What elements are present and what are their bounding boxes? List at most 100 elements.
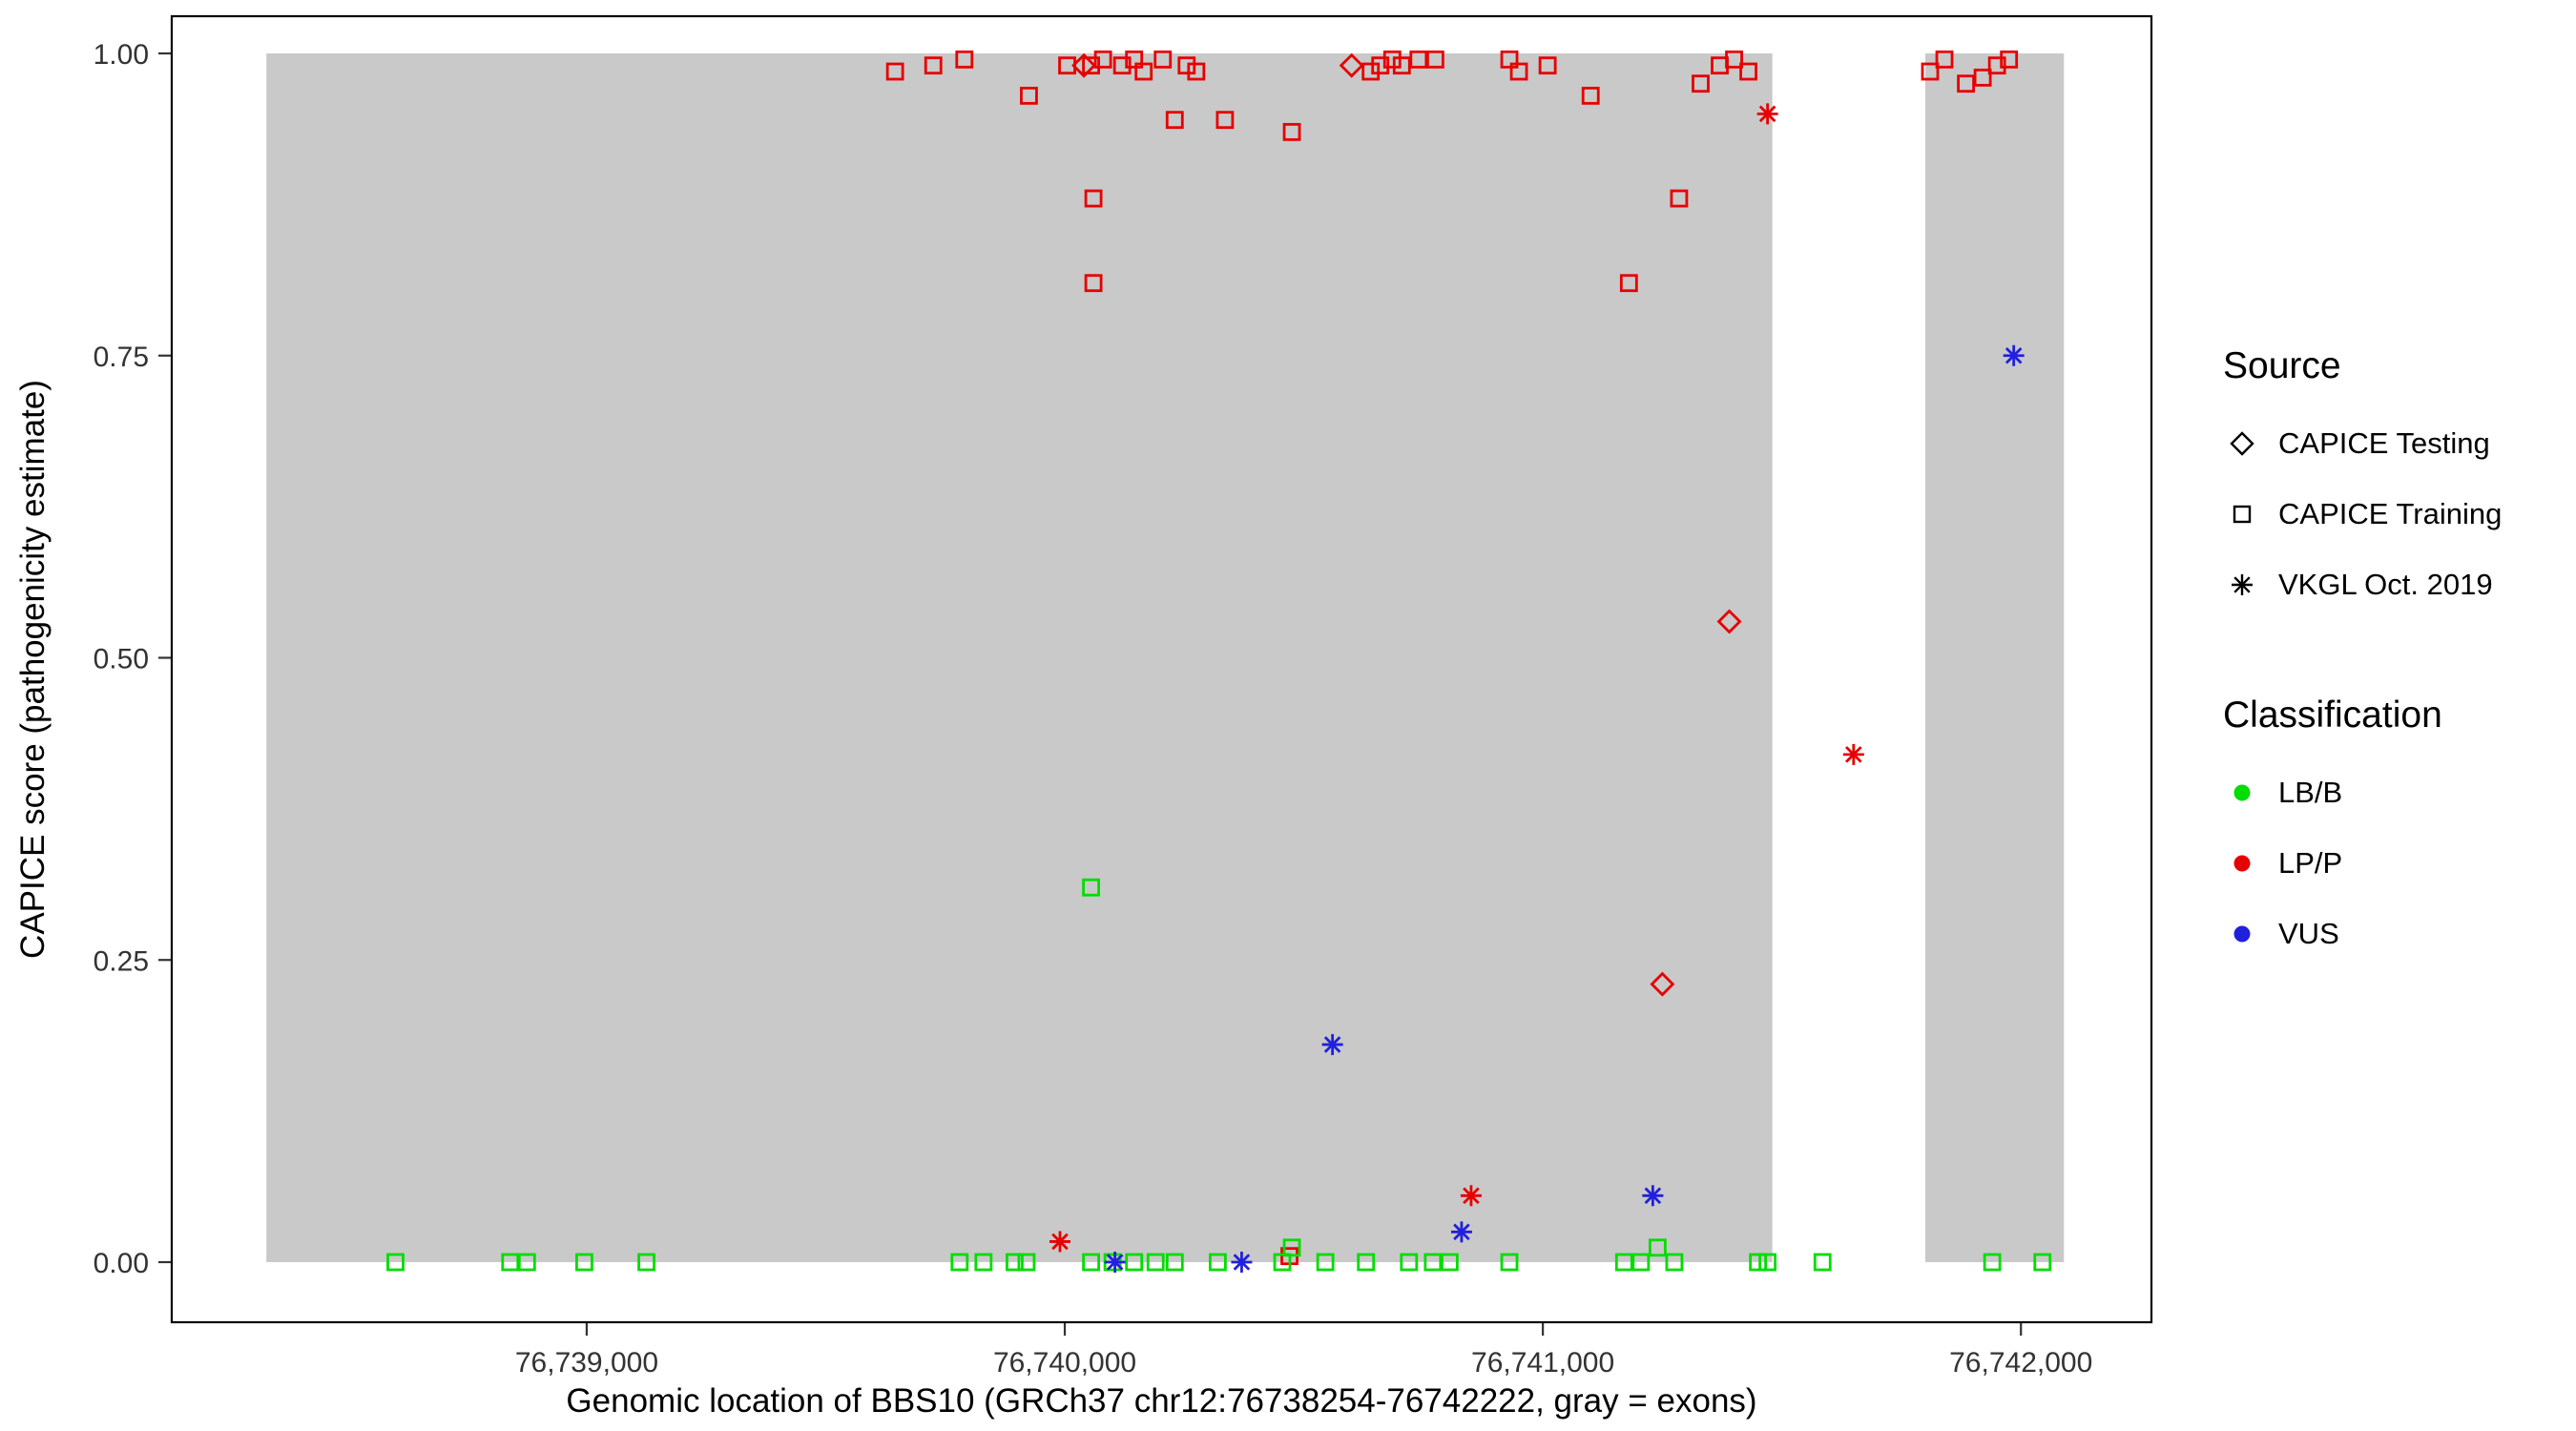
exon-region [266, 53, 1773, 1262]
data-point-square [1017, 1253, 1036, 1272]
data-point-square [1125, 50, 1144, 69]
data-point-square [1758, 1253, 1777, 1272]
data-point-asterisk [1842, 743, 1864, 765]
data-point-square [1273, 1253, 1292, 1272]
legend-item-capice-testing: CAPICE Testing [2223, 408, 2574, 479]
y-tick-label: 1.00 [93, 39, 149, 71]
data-point-square [1538, 56, 1557, 75]
data-point-square [1614, 1253, 1633, 1272]
legend: Source CAPICE Testing CAPICE Training [2223, 345, 2574, 969]
green-dot-icon [2233, 784, 2251, 801]
data-point-square [1282, 122, 1301, 141]
data-point-square [1670, 189, 1689, 208]
data-point-square [1392, 56, 1411, 75]
data-point-square [1409, 50, 1428, 69]
data-point-square [1749, 1253, 1768, 1272]
data-point-square [2033, 1253, 2052, 1272]
data-point-square [1423, 1253, 1443, 1272]
data-point-square [1921, 62, 1940, 81]
data-point-square [1177, 56, 1196, 75]
data-point-asterisk [1104, 1252, 1126, 1273]
data-point-square [575, 1253, 593, 1272]
data-point-square [1983, 1253, 2002, 1272]
data-point-square [1112, 56, 1132, 75]
data-point-square [1093, 50, 1112, 69]
data-point-square [1187, 62, 1206, 81]
legend-item-lbb: LB/B [2223, 757, 2574, 828]
data-point-square [1648, 1238, 1667, 1257]
data-point-square [1441, 1253, 1459, 1272]
data-point-square [1935, 50, 1954, 69]
legend-classification-title: Classification [2223, 695, 2442, 736]
legend-item-lpp: LP/P [2223, 828, 2574, 899]
data-point-square [1619, 274, 1638, 293]
x-tick-label: 76,739,000 [515, 1347, 658, 1379]
diamond-icon [2230, 431, 2254, 456]
data-point-square [1316, 1253, 1335, 1272]
data-point-square [1665, 1253, 1684, 1272]
data-point-square [1500, 1253, 1519, 1272]
y-tick-label: 0.00 [93, 1248, 149, 1279]
y-tick-label: 0.50 [93, 644, 149, 675]
data-point-square [1215, 111, 1235, 130]
x-tick-label: 76,741,000 [1471, 1347, 1614, 1379]
x-axis-title: Genomic location of BBS10 (GRCh37 chr12:… [566, 1382, 1756, 1420]
x-tick-label: 76,742,000 [1949, 1347, 2092, 1379]
y-tick-label: 0.25 [93, 945, 149, 977]
data-point-square [1400, 1253, 1419, 1272]
data-point-square [1082, 56, 1100, 75]
red-dot-icon [2233, 855, 2251, 872]
data-point-diamond [1716, 609, 1742, 634]
data-point-square [517, 1253, 536, 1272]
data-point-square [1082, 1253, 1100, 1272]
data-point-square [974, 1253, 993, 1272]
data-point-square [1084, 189, 1103, 208]
data-point-square [950, 1253, 969, 1272]
data-point-asterisk [1321, 1033, 1343, 1055]
data-point-square [1165, 111, 1184, 130]
data-point-square [1987, 56, 2006, 75]
data-point-square [1125, 1253, 1144, 1272]
legend-group-source: Source CAPICE Testing CAPICE Training [2223, 345, 2574, 620]
legend-label-lpp: LP/P [2278, 846, 2343, 880]
data-point-square [1725, 50, 1743, 69]
exon-region [1924, 53, 2065, 1262]
legend-label-capice-training: CAPICE Training [2278, 497, 2503, 530]
data-point-asterisk [1756, 103, 1778, 125]
data-point-square [1282, 1238, 1301, 1257]
data-point-square [1500, 50, 1519, 69]
data-point-square [1957, 74, 1975, 93]
data-point-diamond [1339, 52, 1364, 78]
data-point-diamond [1071, 52, 1097, 78]
data-point-square [1382, 50, 1402, 69]
data-point-square [1509, 62, 1528, 81]
data-point-square [1692, 74, 1710, 93]
data-point-asterisk [1642, 1185, 1664, 1207]
data-point-square [1020, 86, 1038, 105]
data-point-square [1973, 68, 1992, 87]
data-point-square [501, 1253, 520, 1272]
data-point-square [1134, 62, 1153, 81]
data-point-asterisk [1049, 1231, 1071, 1253]
legend-group-classification: Classification LB/B LP/P VUS [2223, 695, 2574, 969]
legend-label-lbb: LB/B [2278, 776, 2343, 809]
data-point-asterisk [1450, 1221, 1472, 1243]
data-point-square [1146, 1253, 1165, 1272]
data-point-asterisk [2003, 344, 2025, 366]
legend-item-capice-training: CAPICE Training [2223, 479, 2574, 550]
data-point-square [1006, 1253, 1024, 1272]
data-point-square [1581, 86, 1600, 105]
data-point-square [924, 56, 943, 75]
data-point-square [386, 1253, 405, 1272]
data-point-square [1082, 878, 1100, 897]
data-point-square [1165, 1253, 1184, 1272]
data-point-square [1361, 62, 1381, 81]
data-point-square [1371, 56, 1390, 75]
legend-item-vkgl: VKGL Oct. 2019 [2223, 550, 2574, 620]
data-point-square [2000, 50, 2019, 69]
legend-label-vkgl: VKGL Oct. 2019 [2278, 568, 2493, 601]
data-point-square [637, 1253, 655, 1272]
square-icon [2233, 505, 2252, 524]
